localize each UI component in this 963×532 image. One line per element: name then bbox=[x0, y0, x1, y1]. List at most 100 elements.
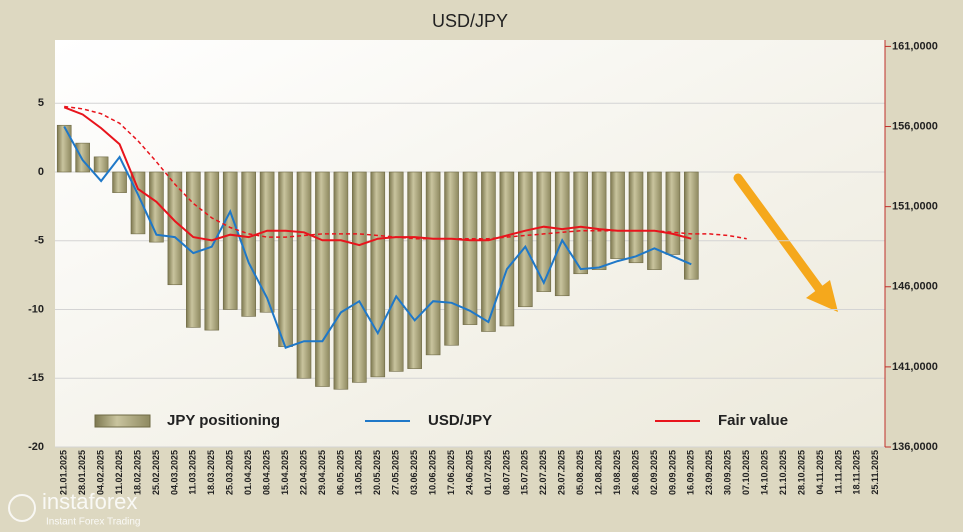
bar bbox=[444, 171, 459, 346]
arrow bbox=[733, 173, 838, 312]
bar bbox=[610, 171, 625, 259]
bar bbox=[315, 171, 330, 387]
x-tick-label: 18.02.2025 bbox=[132, 450, 142, 495]
x-tick-label: 03.06.2025 bbox=[409, 450, 419, 495]
x-tick-label: 29.04.2025 bbox=[317, 450, 327, 495]
legend-label: JPY positioning bbox=[167, 412, 280, 429]
x-tick-label: 18.03.2025 bbox=[206, 450, 216, 495]
bar bbox=[425, 171, 441, 356]
x-tick-label: 17.06.2025 bbox=[446, 450, 456, 495]
bar bbox=[536, 171, 552, 292]
x-tick-label: 28.01.2025 bbox=[77, 450, 87, 495]
y2-tick-label: 151,0000 bbox=[892, 201, 938, 213]
x-tick-label: 01.04.2025 bbox=[243, 450, 253, 495]
line bbox=[63, 126, 692, 349]
x-tick-label: 01.07.2025 bbox=[483, 450, 493, 495]
y2-tick-label: 136,0000 bbox=[892, 441, 938, 453]
bar bbox=[684, 171, 699, 280]
bar bbox=[573, 171, 588, 275]
x-tick-label: 06.05.2025 bbox=[335, 450, 345, 495]
x-tick-label: 15.07.2025 bbox=[520, 450, 530, 495]
x-tick-label: 22.04.2025 bbox=[298, 450, 308, 495]
line-dashed bbox=[64, 105, 747, 240]
y-tick-label: 5 bbox=[38, 97, 44, 109]
bar bbox=[149, 171, 164, 243]
x-tick-label: 11.03.2025 bbox=[188, 450, 198, 495]
bar bbox=[647, 171, 662, 270]
bar bbox=[481, 171, 496, 332]
x-tick-label: 25.11.2025 bbox=[870, 450, 880, 495]
y-tick-label: 0 bbox=[38, 166, 44, 178]
bar bbox=[407, 171, 422, 369]
y-tick-label: -10 bbox=[28, 303, 44, 315]
bar bbox=[499, 171, 515, 327]
x-tick-label: 12.08.2025 bbox=[593, 450, 603, 495]
x-tick-label: 23.09.2025 bbox=[704, 450, 714, 495]
bar bbox=[204, 171, 220, 331]
x-tick-label: 28.10.2025 bbox=[796, 450, 806, 495]
y-tick-label: -5 bbox=[34, 235, 44, 247]
bar bbox=[352, 171, 367, 383]
legend-swatch bbox=[94, 414, 151, 428]
x-tick-label: 04.03.2025 bbox=[169, 450, 179, 495]
x-tick-label: 10.06.2025 bbox=[427, 450, 437, 495]
bar bbox=[370, 171, 386, 378]
bar bbox=[333, 171, 349, 390]
bar bbox=[241, 171, 256, 317]
x-tick-label: 11.11.2025 bbox=[833, 450, 843, 494]
bar bbox=[222, 171, 238, 310]
x-tick-label: 04.02.2025 bbox=[95, 450, 105, 495]
bar bbox=[628, 171, 644, 264]
x-tick-label: 08.04.2025 bbox=[261, 450, 271, 495]
bar bbox=[591, 171, 607, 270]
x-tick-label: 11.02.2025 bbox=[114, 450, 124, 495]
x-tick-label: 26.08.2025 bbox=[630, 450, 640, 495]
y2-tick-label: 156,0000 bbox=[892, 120, 938, 132]
x-tick-label: 14.10.2025 bbox=[759, 450, 769, 495]
x-tick-label: 22.07.2025 bbox=[538, 450, 548, 495]
x-tick-label: 20.05.2025 bbox=[372, 450, 382, 495]
x-tick-label: 29.07.2025 bbox=[557, 450, 567, 495]
x-tick-label: 21.01.2025 bbox=[59, 450, 69, 495]
logo-tagline: Instant Forex Trading bbox=[46, 517, 141, 528]
bar bbox=[112, 171, 127, 193]
bar bbox=[296, 171, 312, 379]
bar bbox=[259, 171, 275, 313]
bar bbox=[56, 124, 72, 173]
y-tick-label: -20 bbox=[28, 441, 44, 453]
x-tick-label: 13.05.2025 bbox=[354, 450, 364, 495]
logo-brand: instaforex bbox=[42, 489, 137, 514]
x-tick-label: 27.05.2025 bbox=[391, 450, 401, 495]
x-tick-label: 04.11.2025 bbox=[815, 450, 825, 495]
x-tick-label: 30.09.2025 bbox=[723, 450, 733, 495]
logo: instaforex Instant Forex Trading bbox=[8, 489, 141, 528]
bar bbox=[388, 171, 404, 372]
bar bbox=[93, 156, 109, 173]
chart-title: USD/JPY bbox=[432, 11, 508, 31]
y2-tick-label: 161,0000 bbox=[892, 40, 938, 52]
x-tick-label: 08.07.2025 bbox=[501, 450, 511, 495]
x-tick-label: 24.06.2025 bbox=[464, 450, 474, 495]
line bbox=[63, 106, 692, 247]
bar bbox=[665, 171, 681, 255]
legend-label: USD/JPY bbox=[428, 412, 492, 429]
x-tick-label: 09.09.2025 bbox=[667, 450, 677, 495]
x-tick-label: 07.10.2025 bbox=[741, 450, 751, 495]
legend-label: Fair value bbox=[718, 412, 788, 429]
bar bbox=[278, 171, 293, 347]
x-tick-label: 19.08.2025 bbox=[612, 450, 622, 495]
bar bbox=[462, 171, 478, 325]
x-tick-label: 21.10.2025 bbox=[778, 450, 788, 495]
x-tick-label: 18.11.2025 bbox=[852, 450, 862, 495]
x-tick-label: 05.08.2025 bbox=[575, 450, 585, 495]
bar bbox=[75, 142, 90, 173]
y2-tick-label: 146,0000 bbox=[892, 281, 938, 293]
x-tick-label: 16.09.2025 bbox=[686, 450, 696, 495]
x-tick-label: 25.03.2025 bbox=[225, 450, 235, 495]
y-tick-label: -15 bbox=[28, 372, 44, 384]
x-tick-label: 25.02.2025 bbox=[151, 450, 161, 495]
x-tick-label: 02.09.2025 bbox=[649, 450, 659, 495]
y2-tick-label: 141,0000 bbox=[892, 361, 938, 373]
bar bbox=[554, 171, 570, 297]
